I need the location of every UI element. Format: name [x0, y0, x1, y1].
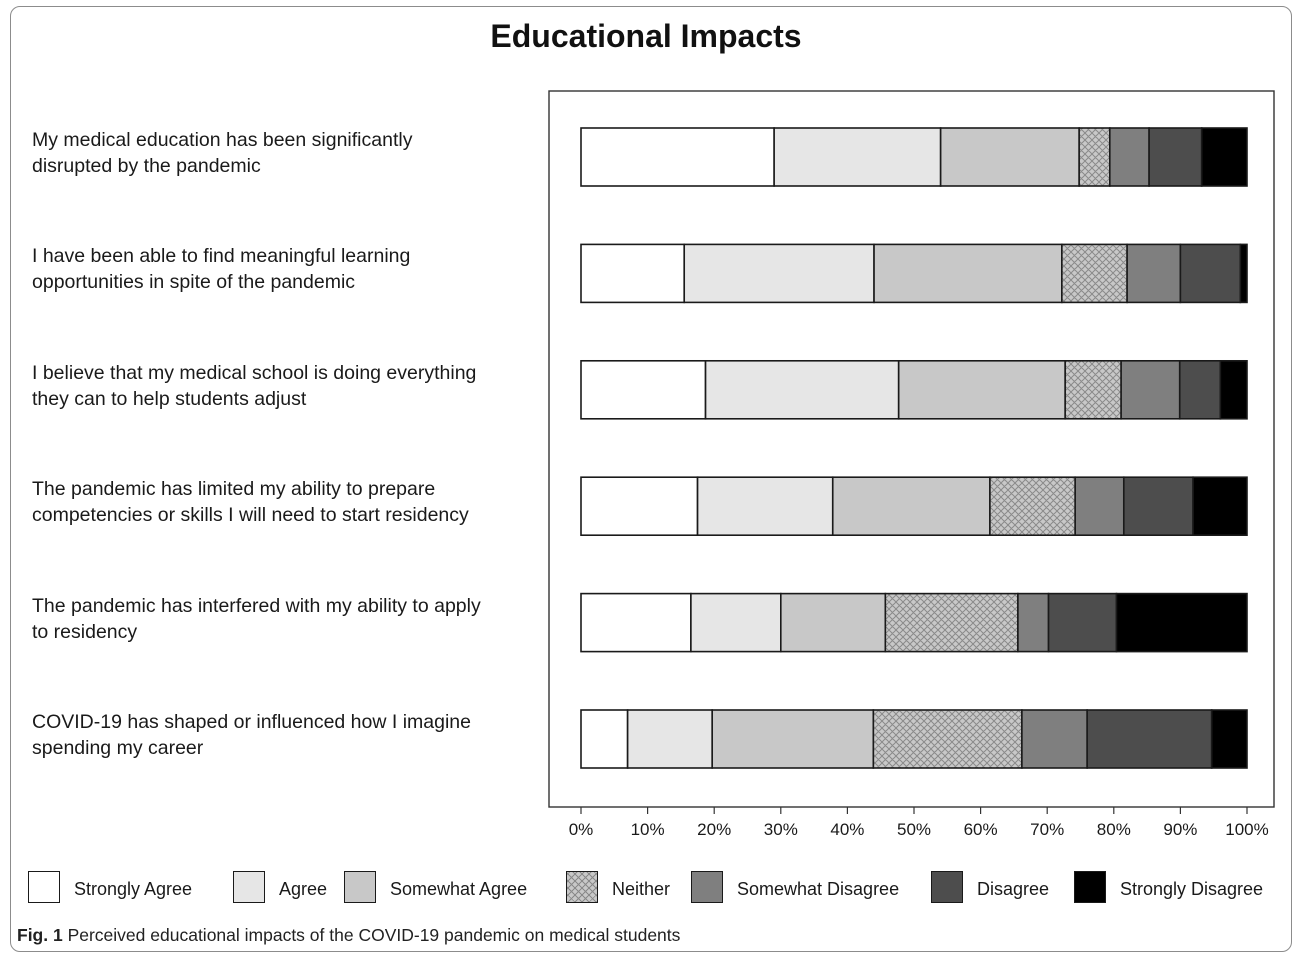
x-tick-label-1: 10% — [631, 820, 665, 839]
category-label-4-line-2: competencies or skills I will need to st… — [32, 504, 469, 527]
caption-label: Fig. 1 — [17, 925, 63, 945]
bar-segment-agree-row-2 — [683, 243, 875, 304]
bar-segment-agree-row-1 — [773, 127, 942, 187]
bar-segment-disagree-row-6 — [1086, 709, 1213, 769]
bar-segment-disagree-row-2 — [1179, 243, 1242, 304]
bar-segment-strongly-agree-row-4 — [580, 476, 699, 537]
bar-segment-strongly-disagree-row-4 — [1192, 476, 1248, 537]
legend-swatch-strongly-agree — [28, 871, 60, 903]
bar-segment-somewhat-agree-row-2 — [873, 243, 1063, 304]
bar-segment-neither-row-2 — [1061, 243, 1128, 304]
category-label-4: The pandemic has limited my ability to p… — [32, 476, 532, 528]
category-label-1-line-2: disrupted by the pandemic — [32, 155, 261, 177]
bar-segment-strongly-disagree-row-6 — [1210, 709, 1248, 769]
bar-segment-somewhat-disagree-row-3 — [1120, 359, 1181, 420]
x-tick-label-7: 70% — [1030, 820, 1064, 839]
legend-label-disagree: Disagree — [977, 879, 1050, 899]
bar-segment-neither-row-4 — [989, 476, 1076, 537]
legend-label-somewhat-disagree: Somewhat Disagree — [737, 879, 900, 899]
legend-swatch-disagree — [931, 871, 963, 903]
legend-label-strongly-agree: Strongly Agree — [74, 879, 193, 899]
bar-segment-neither-row-6 — [872, 709, 1023, 769]
bar-segment-somewhat-agree-row-3 — [897, 359, 1066, 420]
bars-group — [580, 127, 1248, 769]
x-axis: 0% 10% 20% 30% 40% 50% 60% 70% 80% 90% 100% — [569, 807, 1269, 839]
legend-label-strongly-disagree: Strongly Disagree — [1120, 879, 1264, 899]
bar-segment-somewhat-disagree-row-5 — [1017, 592, 1050, 653]
bar-segment-somewhat-agree-row-1 — [939, 127, 1080, 187]
legend-swatch-agree — [233, 871, 265, 903]
bar-segment-strongly-agree-row-1 — [580, 127, 775, 187]
x-tick-label-6: 60% — [964, 820, 998, 839]
legend-label-agree: Agree — [279, 879, 328, 899]
bar-segment-strongly-agree-row-6 — [580, 709, 629, 769]
category-label-1-line-1: My medical education has been significan… — [32, 129, 413, 151]
category-label-6: COVID-19 has shaped or influenced how I … — [32, 709, 532, 761]
category-label-2-line-1: I have been able to find meaningful lear… — [32, 245, 411, 268]
category-label-5-line-2: to residency — [32, 620, 138, 643]
bar-segment-disagree-row-1 — [1148, 127, 1203, 187]
bar-segment-agree-row-3 — [704, 359, 900, 420]
bar-segment-strongly-disagree-row-1 — [1200, 127, 1248, 187]
x-tick-label-8: 80% — [1097, 820, 1131, 839]
bar-segment-agree-row-4 — [696, 476, 834, 537]
legend-swatch-somewhat-disagree — [691, 871, 723, 903]
category-label-3-line-2: they can to help students adjust — [32, 387, 307, 410]
category-label-1: My medical education has been significan… — [32, 127, 532, 179]
bar-segment-strongly-agree-row-5 — [580, 592, 692, 653]
category-label-2-line-2: opportunities in spite of the pandemic — [32, 271, 356, 294]
x-tick-label-3: 30% — [764, 820, 798, 839]
category-label-5-line-1: The pandemic has interfered with my abil… — [32, 594, 481, 617]
legend-label-somewhat-agree: Somewhat Agree — [390, 879, 528, 899]
legend-swatch-neither — [566, 871, 598, 903]
bar-segment-strongly-agree-row-2 — [580, 243, 686, 304]
bar-segment-agree-row-6 — [626, 709, 714, 769]
bar-segment-disagree-row-3 — [1178, 359, 1222, 420]
legend-swatch-strongly-disagree — [1074, 871, 1106, 903]
legend-swatch-somewhat-agree — [344, 871, 376, 903]
category-label-2: I have been able to find meaningful lear… — [32, 243, 532, 295]
bar-segment-somewhat-agree-row-5 — [779, 592, 887, 653]
bar-segment-neither-row-3 — [1064, 359, 1122, 420]
bar-segment-disagree-row-4 — [1122, 476, 1194, 537]
bar-segment-somewhat-agree-row-4 — [831, 476, 991, 537]
category-label-3-line-1: I believe that my medical school is doin… — [32, 361, 477, 384]
category-label-3: I believe that my medical school is doin… — [32, 360, 532, 412]
bar-segment-strongly-disagree-row-5 — [1115, 592, 1248, 653]
x-tick-label-2: 20% — [697, 820, 731, 839]
bar-segment-somewhat-disagree-row-1 — [1109, 127, 1150, 187]
x-tick-label-0: 0% — [569, 820, 594, 839]
bar-segment-disagree-row-5 — [1047, 592, 1118, 653]
bar-segment-somewhat-disagree-row-4 — [1074, 476, 1125, 537]
bar-segment-neither-row-1 — [1078, 127, 1111, 187]
x-tick-label-9: 90% — [1163, 820, 1197, 839]
chart-title: Educational Impacts — [490, 18, 802, 54]
bar-segment-somewhat-disagree-row-6 — [1021, 709, 1088, 769]
bar-segment-strongly-disagree-row-3 — [1219, 359, 1248, 420]
category-label-4-line-1: The pandemic has limited my ability to p… — [32, 478, 436, 501]
category-label-6-line-2: spending my career — [32, 737, 204, 759]
bar-segment-strongly-disagree-row-2 — [1239, 243, 1248, 304]
bar-segment-somewhat-agree-row-6 — [711, 709, 875, 769]
bar-segment-somewhat-disagree-row-2 — [1126, 243, 1182, 304]
plot-area-border — [548, 90, 1275, 808]
caption-text: Perceived educational impacts of the COV… — [67, 925, 681, 945]
figure-caption: Fig. 1 Perceived educational impacts of … — [17, 925, 680, 946]
x-tick-label-10: 100% — [1225, 820, 1268, 839]
x-tick-label-5: 50% — [897, 820, 931, 839]
x-tick-label-4: 40% — [830, 820, 864, 839]
category-label-5: The pandemic has interfered with my abil… — [32, 593, 532, 645]
bar-segment-strongly-agree-row-3 — [580, 359, 707, 420]
legend-label-neither: Neither — [612, 879, 671, 899]
bar-segment-neither-row-5 — [884, 592, 1019, 653]
bar-segment-agree-row-5 — [690, 592, 782, 653]
category-label-6-line-1: COVID-19 has shaped or influenced how I … — [32, 711, 471, 733]
